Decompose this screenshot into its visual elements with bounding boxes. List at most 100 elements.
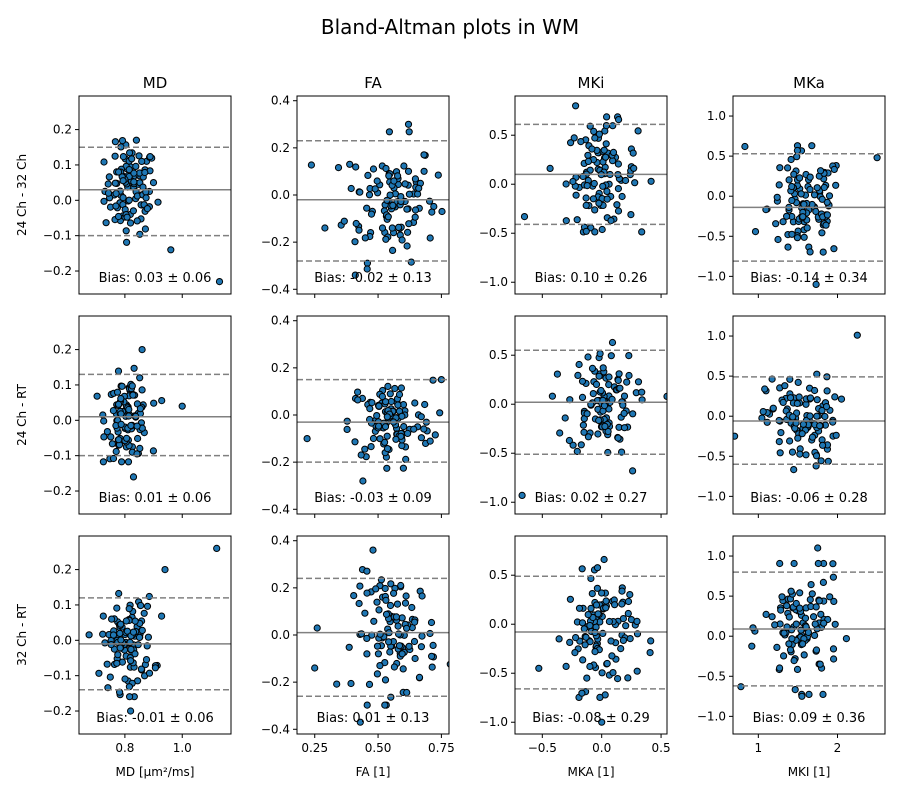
data-point bbox=[113, 659, 121, 667]
data-point bbox=[603, 113, 611, 121]
data-point bbox=[785, 613, 793, 621]
y-tick-label: −0.4 bbox=[261, 282, 290, 296]
data-point bbox=[115, 436, 123, 444]
data-point bbox=[421, 400, 429, 409]
data-point bbox=[145, 592, 153, 601]
data-point bbox=[605, 373, 613, 381]
data-point bbox=[136, 444, 144, 452]
y-tick-label: 0.1 bbox=[53, 158, 72, 172]
data-point bbox=[615, 370, 623, 378]
data-point bbox=[783, 602, 791, 610]
data-point bbox=[785, 176, 793, 184]
data-point bbox=[375, 402, 383, 410]
data-point bbox=[777, 606, 785, 614]
data-point bbox=[614, 434, 622, 442]
data-point bbox=[561, 414, 569, 422]
axes-frame bbox=[514, 95, 668, 295]
data-point bbox=[575, 360, 583, 369]
data-point bbox=[613, 201, 621, 209]
data-point bbox=[629, 410, 637, 418]
data-point bbox=[117, 636, 125, 644]
data-point bbox=[394, 401, 402, 409]
data-point bbox=[598, 225, 606, 234]
data-point bbox=[594, 430, 602, 438]
panel-1-1: −0.4 −0.2 0.0 0.2 0.4 Bias: -0.03 ± 0.09 bbox=[261, 314, 450, 518]
data-point bbox=[355, 599, 363, 608]
data-point bbox=[366, 405, 374, 413]
bias-annotation: Bias: 0.03 ± 0.06 bbox=[99, 271, 212, 286]
data-point bbox=[626, 591, 634, 599]
data-point bbox=[414, 190, 422, 198]
data-point bbox=[573, 447, 581, 455]
data-point bbox=[799, 213, 807, 221]
data-point bbox=[581, 641, 589, 649]
panel-2-0: −0.2 −0.1 0.0 0.1 0.2 0.8 1.0 Bias: -0.01 ± 0.0… bbox=[43, 535, 232, 755]
data-point bbox=[411, 618, 419, 626]
data-point bbox=[137, 665, 145, 673]
y-tick-label: 0.2 bbox=[271, 581, 290, 595]
data-point bbox=[398, 236, 406, 244]
data-point bbox=[733, 432, 739, 440]
data-point bbox=[774, 235, 782, 244]
data-point bbox=[598, 718, 606, 726]
data-point bbox=[389, 246, 397, 254]
data-point bbox=[598, 669, 606, 677]
data-point bbox=[818, 195, 826, 203]
data-point bbox=[364, 171, 372, 179]
data-point bbox=[352, 219, 360, 228]
data-point bbox=[811, 386, 819, 395]
data-point bbox=[800, 233, 808, 241]
data-point bbox=[592, 601, 601, 609]
data-point bbox=[146, 153, 154, 161]
data-point bbox=[786, 646, 795, 654]
data-point bbox=[780, 652, 788, 660]
data-point bbox=[385, 172, 393, 180]
data-point bbox=[371, 185, 379, 193]
data-point bbox=[589, 195, 598, 203]
data-point bbox=[123, 213, 131, 221]
data-point bbox=[806, 596, 814, 604]
data-point bbox=[213, 544, 221, 553]
data-point bbox=[420, 167, 428, 175]
data-point bbox=[129, 391, 137, 399]
data-point bbox=[363, 650, 371, 658]
data-point bbox=[357, 451, 365, 459]
data-point bbox=[629, 467, 637, 475]
data-point bbox=[374, 650, 382, 658]
data-point bbox=[783, 212, 791, 220]
data-point bbox=[117, 394, 125, 403]
data-point bbox=[399, 665, 407, 673]
x-axis-label: MD [µm²/ms] bbox=[116, 765, 195, 779]
data-point bbox=[818, 406, 826, 415]
panel-2-3: −1.0 −0.5 0.0 0.5 1.0 1 2 Bias: 0.09 ± 0.36 bbox=[697, 535, 886, 755]
y-tick-label: 0.0 bbox=[489, 617, 508, 631]
data-point bbox=[565, 436, 574, 445]
x-tick-label: 0.8 bbox=[115, 741, 134, 755]
data-point bbox=[118, 382, 126, 390]
data-point bbox=[123, 434, 131, 442]
panel-1-3: −1.0 −0.5 0.0 0.5 1.0 Bias: -0.06 ± 0.28 bbox=[697, 315, 886, 518]
x-tick-label: −0.5 bbox=[528, 741, 557, 755]
panel-2-2: −1.0 −0.5 0.0 0.5 −0.5 0.0 0.5 Bias: -0.08 ± 0.… bbox=[479, 535, 671, 755]
data-point bbox=[788, 448, 797, 456]
data-point bbox=[85, 631, 93, 639]
data-point bbox=[100, 417, 108, 425]
data-point bbox=[806, 248, 814, 256]
data-point bbox=[806, 412, 814, 420]
data-point bbox=[813, 396, 821, 404]
data-point bbox=[400, 423, 408, 431]
data-point bbox=[418, 592, 426, 600]
y-tick-label: −0.5 bbox=[697, 229, 726, 243]
data-point bbox=[417, 413, 425, 421]
data-point bbox=[773, 643, 781, 652]
data-point bbox=[355, 226, 363, 234]
data-point bbox=[787, 587, 795, 595]
data-point bbox=[382, 398, 390, 406]
data-point bbox=[401, 180, 409, 188]
data-point bbox=[778, 593, 786, 601]
data-point bbox=[794, 378, 802, 386]
y-tick-label: −0.5 bbox=[479, 226, 508, 240]
data-point bbox=[575, 604, 584, 612]
y-tick-label: −0.2 bbox=[261, 675, 290, 689]
data-point bbox=[647, 177, 655, 185]
